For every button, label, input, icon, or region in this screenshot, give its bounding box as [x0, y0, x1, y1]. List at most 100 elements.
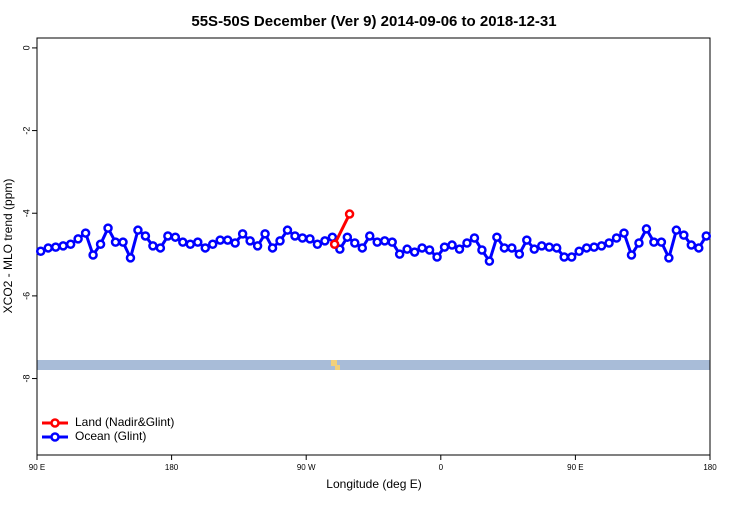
data-point [544, 242, 554, 252]
map-land [335, 365, 340, 370]
data-point [73, 234, 83, 244]
data-point [215, 235, 225, 245]
data-point [320, 236, 330, 246]
data-point [671, 225, 682, 235]
data-point [65, 239, 76, 249]
data-point [656, 237, 667, 247]
data-point [163, 231, 173, 241]
data-point [507, 243, 517, 253]
data-point [499, 243, 510, 253]
data-point [185, 239, 196, 249]
data-point [454, 244, 465, 254]
data-point [357, 243, 368, 253]
data-point [350, 238, 360, 248]
data-point [394, 249, 405, 259]
data-point [469, 233, 480, 243]
data-point [140, 231, 151, 241]
x-tick-label: 90 W [297, 463, 316, 472]
x-tick-label: 180 [165, 463, 179, 472]
data-point [207, 239, 218, 249]
legend-marker [50, 432, 60, 442]
legend-label: Ocean (Glint) [75, 429, 146, 443]
y-tick-label: -4 [21, 209, 31, 217]
series-line [333, 213, 351, 245]
data-point [522, 235, 532, 245]
data-point [50, 242, 61, 252]
y-tick-label: -8 [21, 375, 31, 383]
data-point [634, 238, 644, 248]
data-point [80, 228, 91, 238]
data-point [230, 238, 240, 248]
data-point [297, 233, 308, 243]
data-point [282, 225, 293, 235]
data-point [88, 250, 98, 260]
data-point [305, 234, 315, 244]
data-point [275, 236, 285, 246]
data-point [260, 229, 270, 239]
data-point [379, 236, 390, 246]
x-axis-label: Longitude (deg E) [326, 477, 421, 491]
data-point [252, 241, 263, 251]
data-point [492, 232, 502, 242]
data-point [462, 238, 472, 248]
data-point [417, 243, 427, 253]
y-tick-label: -6 [21, 292, 31, 300]
data-point [222, 235, 233, 245]
data-point [574, 246, 584, 257]
data-point [133, 225, 143, 235]
x-tick-label: 90 E [567, 463, 583, 472]
data-point [58, 241, 68, 251]
data-point [626, 250, 637, 260]
data-point [477, 245, 487, 255]
data-point [125, 253, 136, 263]
legend-marker [50, 418, 60, 428]
data-point [409, 247, 420, 257]
data-point [110, 237, 121, 247]
data-point [372, 237, 382, 247]
y-tick-label: -2 [21, 127, 31, 135]
data-point [148, 241, 158, 251]
data-point [35, 246, 46, 257]
data-point [43, 243, 53, 253]
data-point [402, 244, 412, 254]
data-point [664, 253, 674, 263]
data-point [267, 243, 278, 253]
data-point [103, 223, 113, 233]
data-point [596, 241, 607, 251]
data-point [559, 252, 569, 262]
data-point [178, 237, 188, 247]
chart-title: 55S-50S December (Ver 9) 2014-09-06 to 2… [191, 13, 556, 30]
plot-frame [36, 37, 711, 456]
data-point [193, 237, 203, 247]
data-point [245, 236, 255, 246]
x-tick-label: 90 E [29, 463, 45, 472]
data-point [432, 252, 442, 262]
data-point [95, 239, 106, 249]
data-point [619, 228, 629, 238]
data-point [387, 237, 397, 247]
data-point [342, 232, 353, 242]
data-point [604, 238, 614, 248]
data-point [118, 237, 128, 247]
data-point [170, 232, 181, 242]
data-point [365, 231, 375, 241]
data-point [484, 256, 495, 266]
data-point [686, 240, 697, 250]
data-point [694, 243, 704, 253]
data-point [514, 249, 525, 259]
data-point [237, 229, 248, 239]
y-axis-label: XCO2 - MLO trend (ppm) [1, 179, 15, 314]
data-point [551, 243, 562, 253]
data-point [649, 237, 659, 247]
data-point [329, 239, 340, 249]
data-point [200, 243, 210, 253]
data-point [439, 242, 450, 252]
data-point [589, 242, 599, 252]
data-point [611, 233, 622, 243]
map-land [331, 360, 337, 366]
data-point [155, 243, 166, 253]
data-point [312, 239, 323, 249]
data-point [581, 243, 592, 253]
x-tick-label: 0 [439, 463, 444, 472]
